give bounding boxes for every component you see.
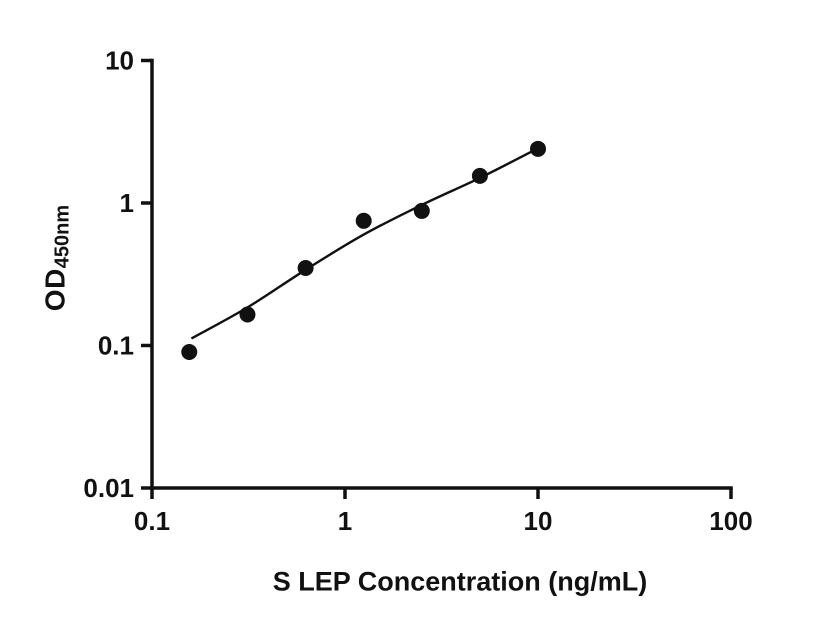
y-tick-label: 0.1	[98, 331, 134, 361]
x-tick-label: 10	[524, 506, 553, 536]
data-point	[530, 140, 546, 157]
data-point	[355, 212, 372, 229]
data-point	[239, 306, 256, 323]
y-axis-title-subscript: 450nm	[51, 204, 74, 269]
y-tick-label: 0.01	[83, 473, 134, 503]
y-tick-label: 1	[120, 188, 134, 218]
data-point	[471, 167, 488, 184]
x-tick-label: 100	[709, 506, 752, 536]
x-axis-title: S LEP Concentration (ng/mL)	[272, 566, 648, 597]
x-tick-label: 0.1	[134, 506, 170, 536]
y-axis-title-main: OD	[39, 268, 71, 312]
data-point	[297, 259, 314, 276]
y-axis-title: OD450nm	[40, 205, 75, 311]
x-tick-label: 1	[338, 506, 352, 536]
y-tick-label: 10	[105, 46, 134, 76]
data-point	[181, 344, 198, 361]
data-point	[413, 202, 430, 219]
